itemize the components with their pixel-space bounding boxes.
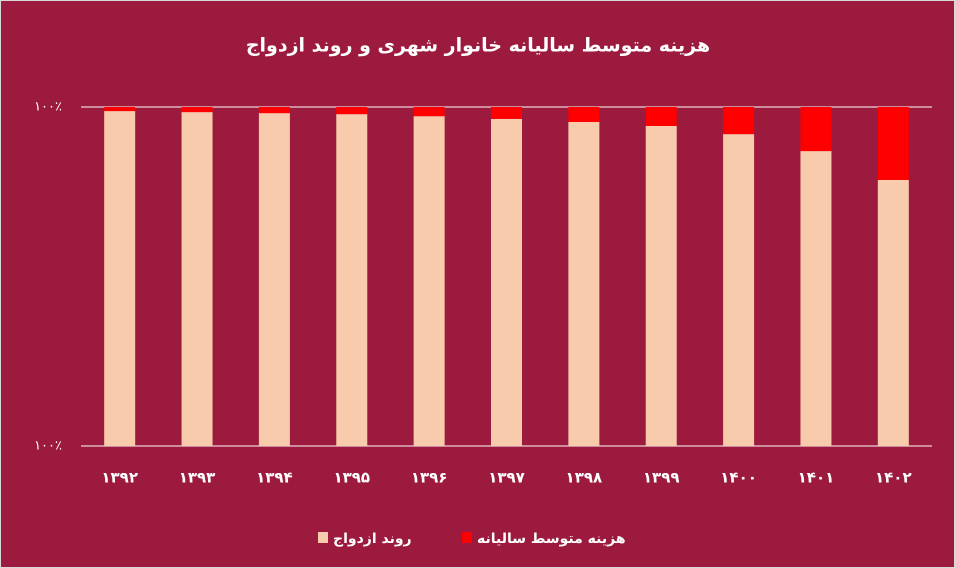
y-tick-label: ۱۰۰٪	[34, 100, 62, 115]
bar-segment	[258, 113, 290, 447]
legend-swatch	[318, 532, 328, 543]
bar-segment	[800, 151, 832, 446]
bar-segment	[258, 107, 290, 114]
bar-segment	[645, 125, 677, 446]
x-tick-label: ۱۳۹۷	[488, 469, 525, 487]
x-tick-label: ۱۳۹۹	[643, 469, 680, 487]
bar-segment	[800, 107, 832, 152]
bar-segment	[723, 107, 755, 135]
legend-label: هزینه متوسط سالیانه	[477, 531, 626, 547]
bar-segment	[413, 116, 445, 446]
x-tick-label: ۱۳۹۶	[411, 469, 448, 487]
x-tick-label: ۱۳۹۴	[256, 469, 293, 487]
legend-label: روند ازدواج	[333, 531, 412, 547]
bar-segment	[877, 107, 909, 180]
x-tick-label: ۱۴۰۲	[875, 469, 912, 487]
bar-segment	[413, 107, 445, 117]
y-tick-label: ۱۰۰٪	[34, 439, 62, 454]
bar-segment	[491, 118, 522, 447]
bar-segment	[568, 107, 600, 122]
x-tick-label: ۱۳۹۲	[101, 469, 138, 487]
bar-segment	[104, 107, 136, 112]
bar-segment	[336, 107, 368, 115]
bar-segment	[181, 107, 213, 113]
bar-segment	[568, 121, 600, 446]
bar-segment	[645, 107, 677, 126]
x-tick-label: ۱۴۰۱	[798, 469, 835, 487]
x-tick-label: ۱۴۰۰	[720, 469, 757, 487]
x-tick-label: ۱۳۹۸	[566, 469, 603, 487]
bar-segment	[104, 111, 136, 447]
bar-segment	[491, 107, 522, 119]
chart-title: هزینه متوسط سالیانه خانوار شهری و روند ا…	[246, 35, 710, 57]
x-tick-label: ۱۳۹۳	[179, 469, 216, 487]
legend-swatch	[462, 532, 472, 543]
bar-segment	[181, 112, 213, 447]
bar-segment	[336, 114, 368, 446]
bar-segment	[723, 134, 755, 446]
x-tick-label: ۱۳۹۵	[333, 469, 370, 487]
bar-segment	[877, 179, 909, 446]
